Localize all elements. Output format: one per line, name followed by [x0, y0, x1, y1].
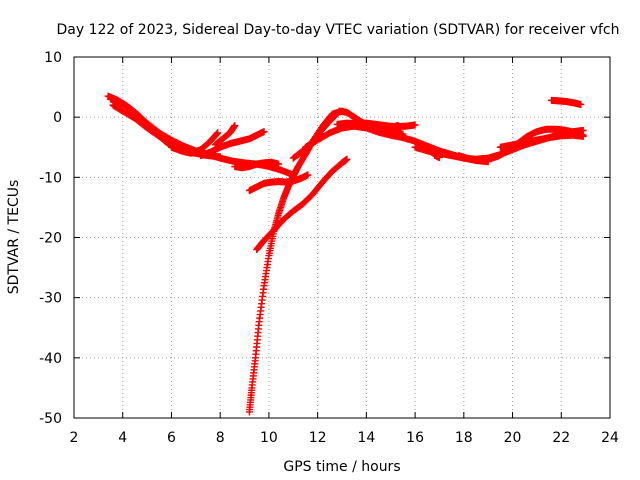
series-arc19 — [392, 122, 402, 130]
x-tick-label: 4 — [118, 430, 127, 446]
data-point — [216, 153, 224, 161]
x-tick-label: 18 — [455, 430, 473, 446]
x-tick-label: 24 — [601, 430, 619, 446]
series-arc16 — [496, 131, 587, 151]
x-tick-label: 14 — [357, 430, 375, 446]
data-point — [435, 153, 443, 161]
x-tick-label: 2 — [70, 430, 79, 446]
y-tick-label: -40 — [39, 351, 62, 367]
data-point — [260, 128, 268, 136]
x-axis-title: GPS time / hours — [283, 459, 400, 475]
y-tick-label: -10 — [39, 170, 62, 186]
series-arc17 — [548, 96, 585, 109]
data-point — [304, 171, 312, 179]
data-point — [579, 132, 587, 140]
series-arc8 — [245, 171, 312, 195]
series-arc15 — [455, 125, 587, 164]
y-tick-label: 0 — [53, 110, 62, 126]
series-arc18 — [431, 151, 443, 161]
x-tick-label: 10 — [260, 430, 278, 446]
data-points — [104, 92, 587, 416]
data-point — [577, 101, 585, 109]
x-tick-label: 16 — [406, 430, 424, 446]
x-tick-label: 6 — [167, 430, 176, 446]
series-arc10 — [253, 155, 351, 254]
data-point — [275, 160, 283, 168]
y-tick-label: -50 — [39, 411, 62, 427]
series-arc4 — [167, 129, 222, 157]
x-tick-label: 8 — [216, 430, 225, 446]
y-tick-label: 10 — [44, 50, 62, 66]
data-point — [394, 122, 402, 130]
y-tick-label: -30 — [39, 291, 62, 307]
data-point — [213, 130, 221, 138]
chart-title: Day 122 of 2023, Sidereal Day-to-day VTE… — [56, 22, 619, 38]
series-arc7 — [231, 158, 283, 172]
grid — [74, 57, 610, 418]
y-tick-label: -20 — [39, 231, 62, 247]
data-point — [231, 122, 239, 130]
data-point — [411, 121, 419, 129]
x-tick-label: 12 — [309, 430, 327, 446]
x-tick-label: 22 — [552, 430, 570, 446]
x-tick-label: 20 — [504, 430, 522, 446]
y-axis-title: SDTVAR / TECUs — [6, 180, 22, 295]
data-point — [214, 129, 222, 137]
series-arc6 — [211, 122, 239, 149]
data-point — [343, 155, 351, 163]
